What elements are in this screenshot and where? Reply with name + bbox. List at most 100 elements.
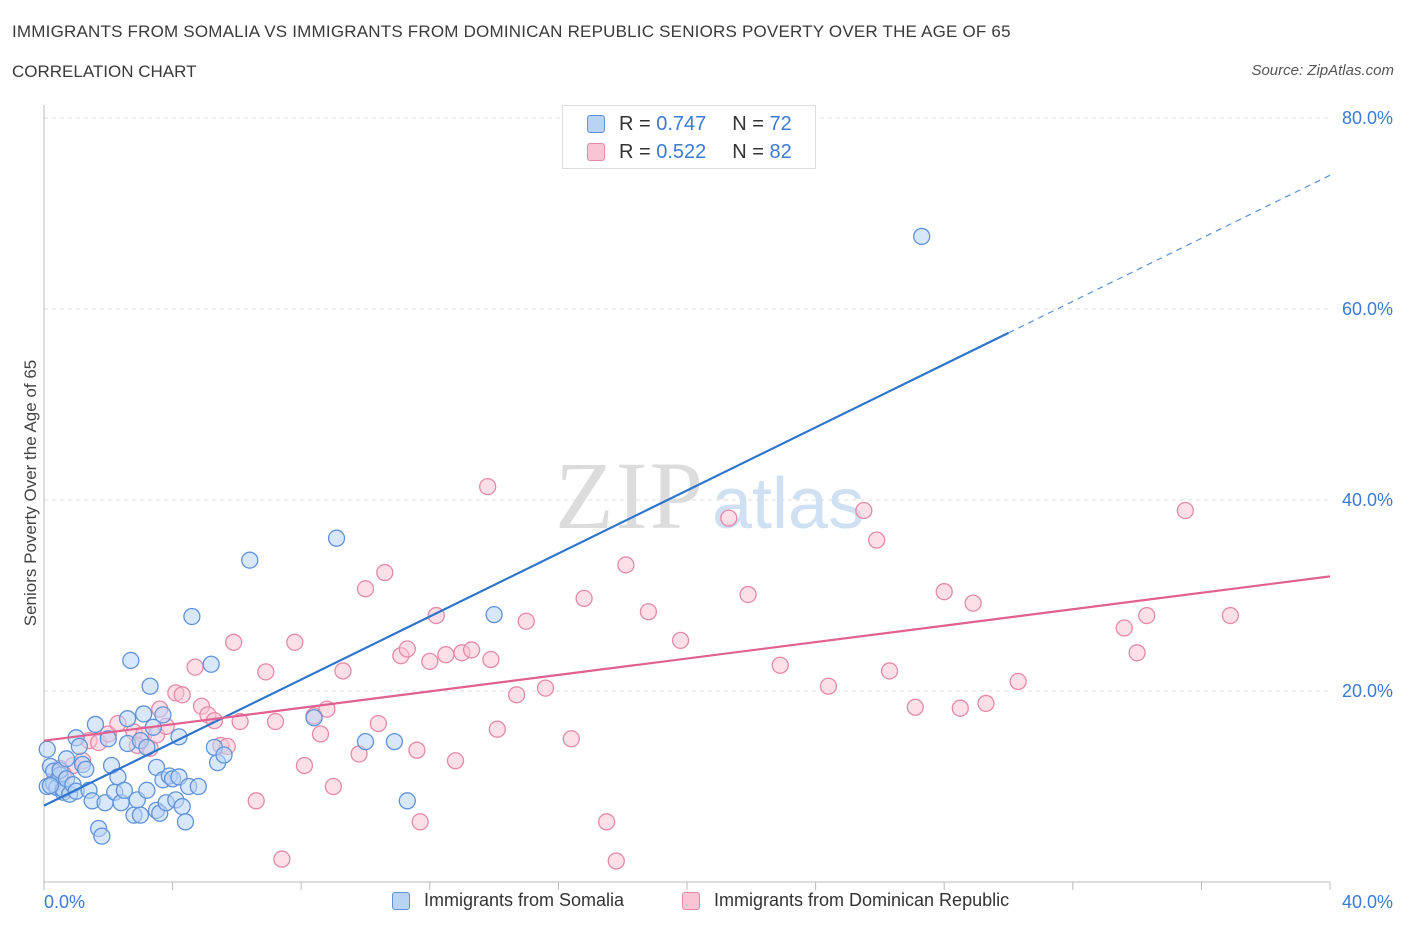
source-label: Source: ZipAtlas.com [1251, 62, 1394, 79]
somalia-point [135, 705, 153, 723]
legend-r-value-somalia: 0.747 [656, 112, 707, 135]
somalia-point [385, 732, 404, 751]
somalia-point [115, 781, 134, 799]
dominican-point [408, 741, 426, 759]
somalia-point [141, 677, 159, 695]
gridlines [44, 117, 1330, 692]
dominican-point [868, 531, 886, 549]
dominican-point [482, 650, 500, 669]
somalia-point [485, 605, 503, 624]
bottom-legend-label-somalia: Immigrants from Somalia [424, 890, 625, 910]
legend-r-label: R = [619, 112, 651, 135]
x-tick-labels: 0.0% 40.0% [44, 892, 1393, 912]
dominican-point [437, 646, 455, 664]
y-tick-label-20: 20.0% [1342, 681, 1393, 701]
stats-legend: R = 0.747 N = 72 R = 0.522 N = 82 [562, 105, 816, 169]
y-axis-label: Seniors Poverty Over the Age of 65 [21, 360, 40, 626]
watermark-zip: ZIP [555, 442, 705, 549]
dominican-point [1128, 644, 1146, 662]
legend-swatch-somalia [587, 115, 605, 133]
somalia-point [138, 781, 156, 799]
dominican-point [356, 580, 375, 598]
dominican-point [819, 677, 838, 695]
dominican-point [1115, 619, 1133, 637]
dominican-point [479, 477, 497, 496]
dominican-point [951, 699, 969, 717]
dominican-point [324, 777, 343, 796]
bottom-legend-swatch-somalia [392, 891, 410, 910]
dominican-point [173, 686, 191, 704]
dominican-point [311, 725, 330, 743]
dominican-point [739, 585, 757, 604]
dominican-point [376, 563, 394, 582]
somalia-point [215, 746, 233, 764]
dominican-point [295, 756, 314, 775]
trend-lines [43, 174, 1331, 807]
bottom-legend-label-dominican: Immigrants from Dominican Republic [714, 890, 1010, 910]
somalia-point [38, 740, 56, 758]
legend-n-value-somalia: 72 [769, 112, 792, 135]
legend-r-value-dominican: 0.522 [656, 140, 707, 163]
chart-subtitle: CORRELATION CHART [12, 62, 197, 81]
dominican-point [507, 686, 526, 704]
y-tick-label-60: 60.0% [1342, 299, 1393, 319]
y-tick-label-40: 40.0% [1342, 490, 1393, 510]
somalia-point [118, 710, 137, 728]
watermark-atlas: atlas [712, 464, 864, 544]
legend-swatch-dominican [587, 143, 605, 161]
dominican-point [880, 662, 899, 680]
dominican-point [231, 712, 249, 731]
dominican-point [462, 641, 481, 659]
bottom-legend-swatch-dominican [682, 891, 700, 910]
dominican-point [597, 813, 616, 831]
dominican-point [1221, 606, 1239, 625]
dominican-point [906, 698, 924, 716]
dominican-point [536, 679, 555, 697]
dominican-point [369, 714, 388, 733]
y-tick-labels: 20.0% 40.0% 60.0% 80.0% [1342, 108, 1393, 701]
somalia-point [99, 730, 117, 748]
somalia-point [183, 607, 201, 626]
dominican-point [617, 556, 635, 574]
somalia-point [93, 827, 111, 845]
somalia-point [327, 529, 346, 547]
somalia-point [241, 551, 259, 569]
dominican-point [1009, 672, 1027, 691]
somalia-point [176, 813, 195, 831]
dominican-point [334, 662, 352, 680]
legend-r-label: R = [619, 140, 651, 163]
dominican-point [639, 603, 658, 621]
somalia-point [77, 760, 95, 778]
x-tick-label-min: 0.0% [44, 892, 85, 912]
somalia-point [57, 750, 76, 768]
somalia-point [913, 227, 931, 246]
dominican-trend-line [43, 575, 1331, 742]
somalia-point [122, 651, 140, 670]
dominican-point [446, 752, 465, 770]
dominican-point [488, 720, 506, 738]
dominican-point [855, 501, 873, 520]
somalia-trend-extension [1008, 174, 1331, 334]
dominican-point [257, 663, 275, 681]
dominican-point [964, 594, 982, 612]
dominican-point [575, 589, 593, 608]
bottom-legend-dominican: Immigrants from Dominican Republic [682, 890, 1009, 911]
x-tick-label-max: 40.0% [1342, 892, 1393, 912]
dominican-point [266, 712, 285, 731]
legend-row-dominican: R = 0.522 N = 82 [587, 139, 792, 165]
dominican-point [225, 633, 243, 651]
chart-title: IMMIGRANTS FROM SOMALIA VS IMMIGRANTS FR… [12, 22, 1011, 41]
legend-n-label: N = [732, 140, 764, 163]
legend-row-somalia: R = 0.747 N = 72 [587, 111, 792, 137]
series-dominican-points [44, 477, 1239, 870]
dominican-point [517, 612, 535, 630]
dominican-point [411, 813, 429, 831]
dominican-point [286, 633, 304, 651]
y-tick-label-80: 80.0% [1342, 108, 1393, 128]
dominican-point [562, 730, 580, 748]
dominican-point [720, 509, 738, 527]
somalia-point [189, 777, 207, 796]
bottom-legend-somalia: Immigrants from Somalia [392, 890, 624, 911]
dominican-point [421, 652, 439, 671]
dominican-point [398, 640, 416, 658]
